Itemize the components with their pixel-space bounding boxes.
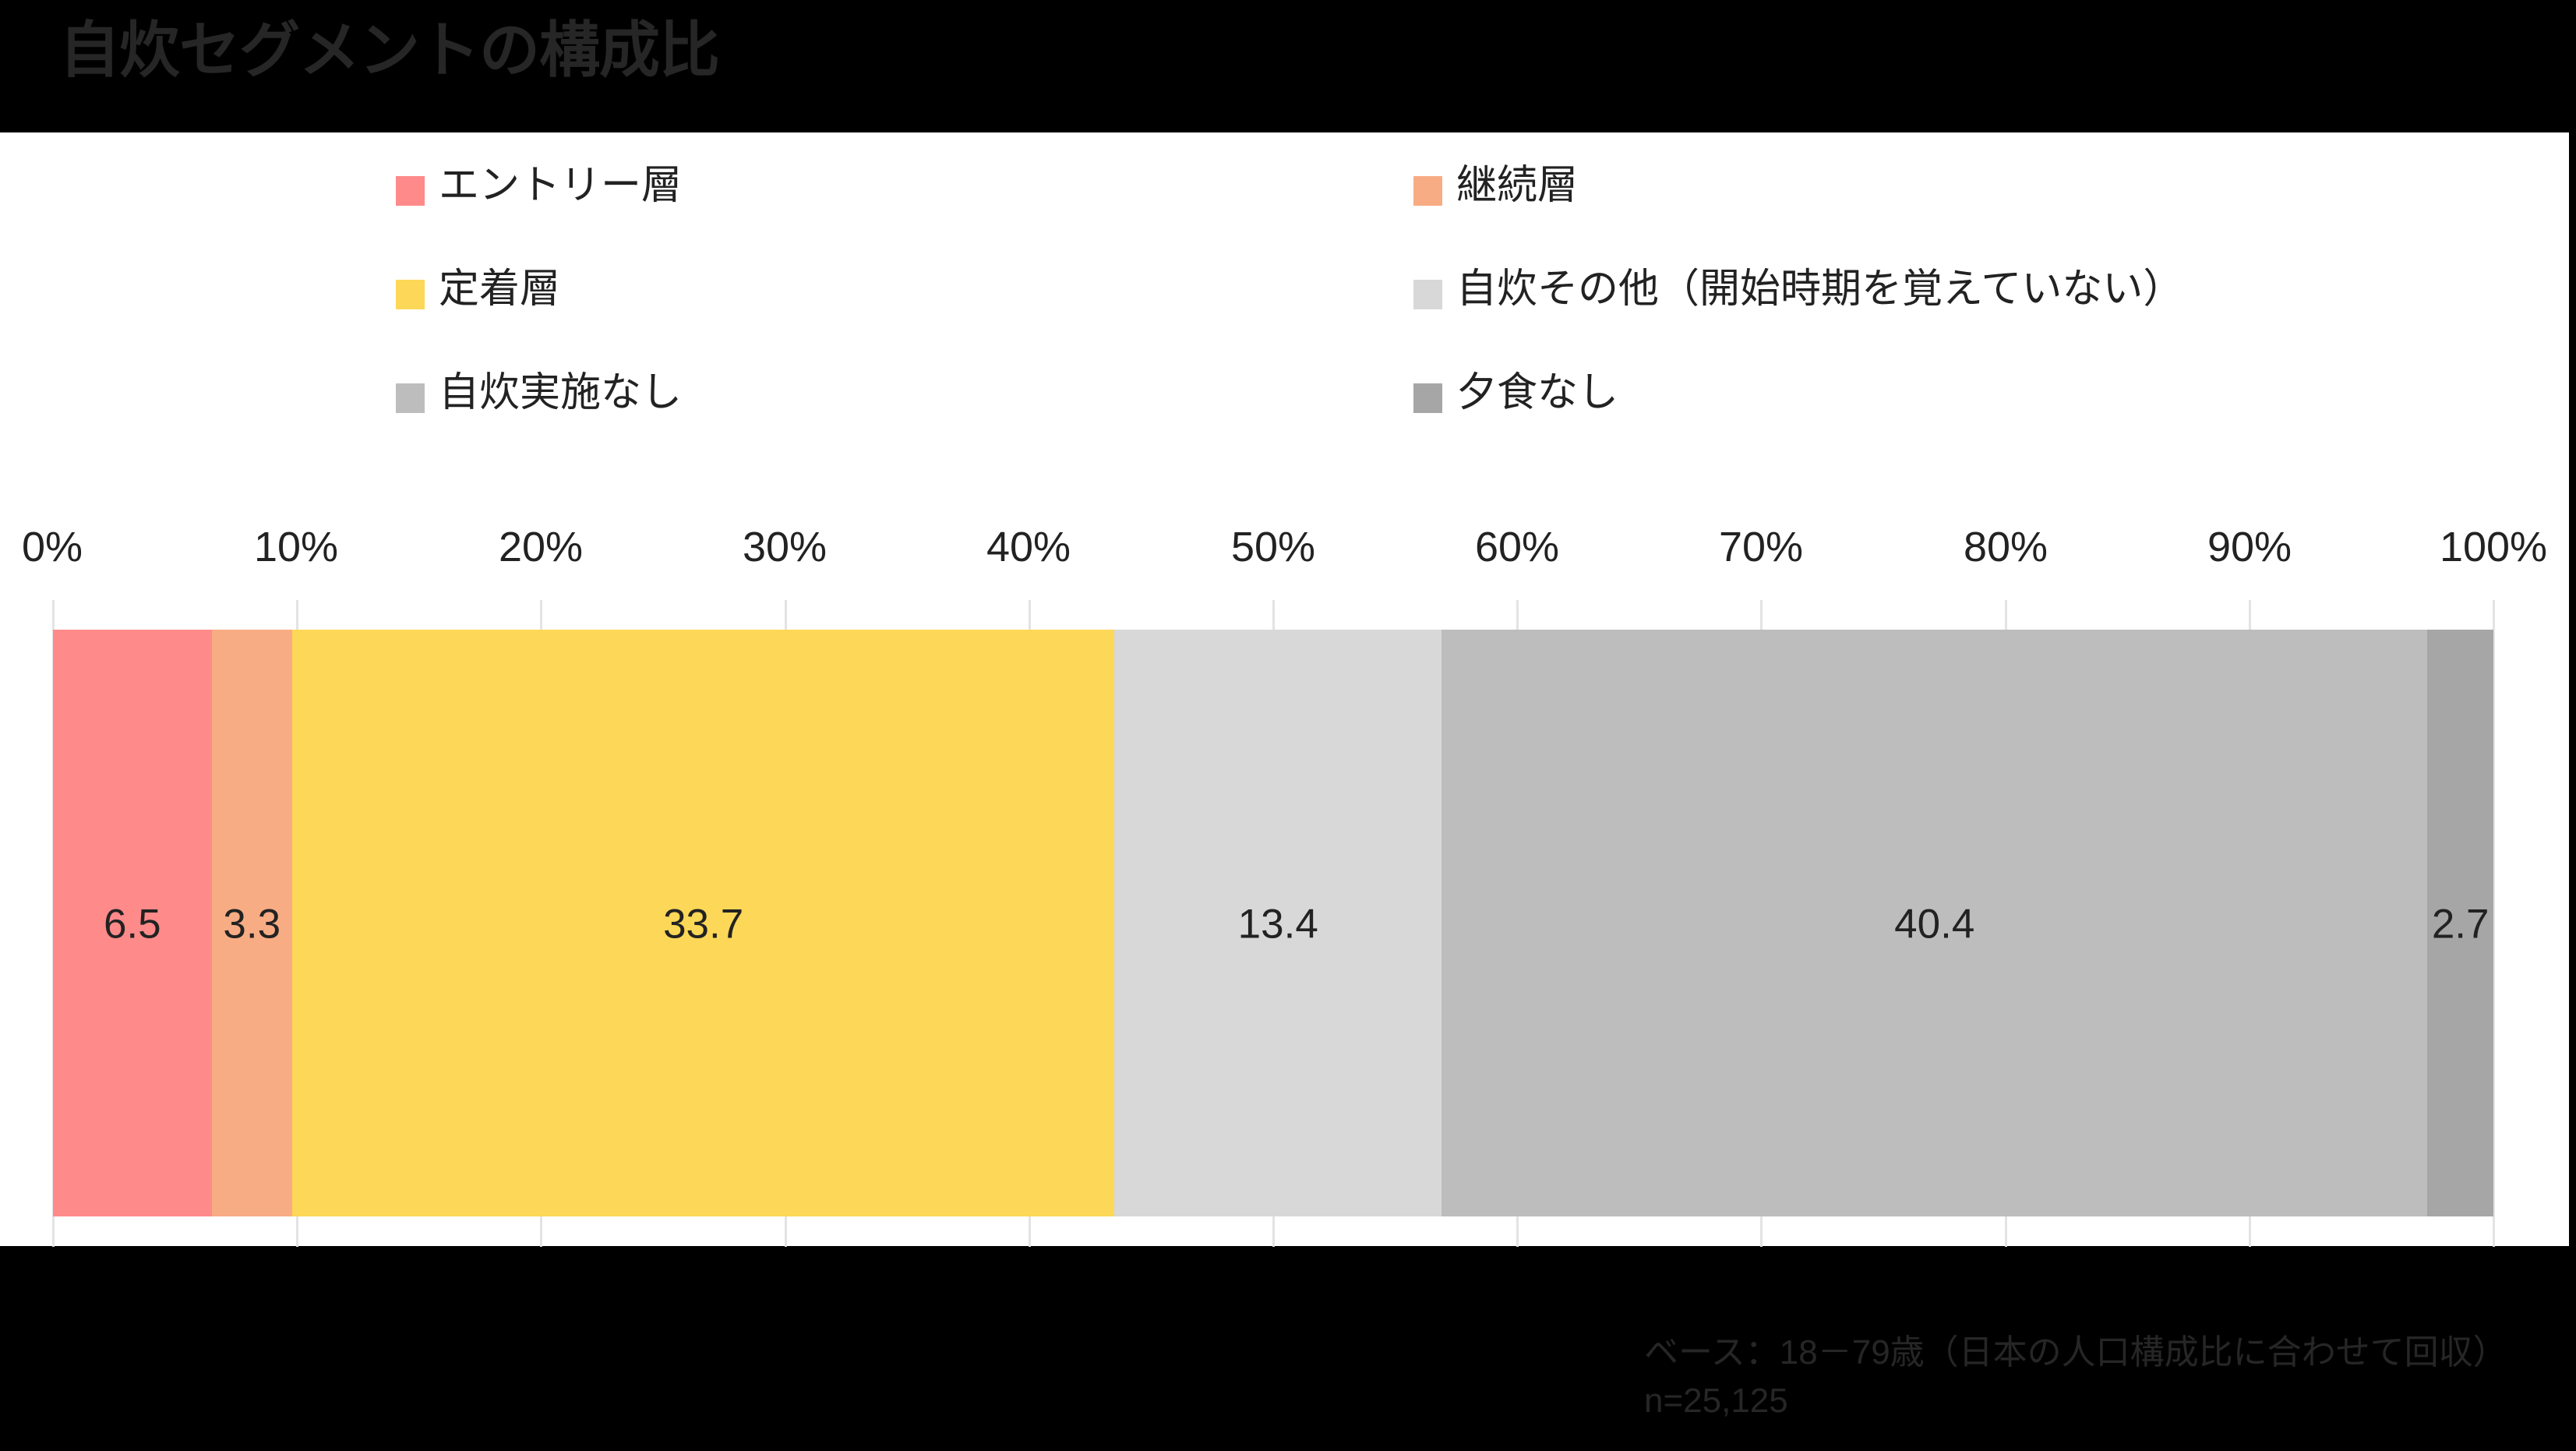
legend-label: 自炊その他（開始時期を覚えていない） <box>1456 267 2184 312</box>
legend-swatch-icon <box>396 280 425 309</box>
legend-item-other-cooking: 自炊その他（開始時期を覚えていない） <box>1413 266 2183 312</box>
legend-label: 自炊実施なし <box>439 370 683 415</box>
legend-item-entry: エントリー層 <box>396 162 682 209</box>
legend-swatch-icon <box>1413 280 1442 309</box>
bar-segment-established: 33.7 <box>291 630 1115 1216</box>
legend-label: 継続層 <box>1456 163 1579 208</box>
x-tick-label: 100% <box>2439 524 2548 570</box>
bar-segment-continuing: 3.3 <box>211 630 292 1216</box>
legend-label: エントリー層 <box>439 163 683 208</box>
bar-segment-no-dinner: 2.7 <box>2427 630 2493 1216</box>
x-tick-label: 30% <box>742 524 827 570</box>
bar-segment-entry: 6.5 <box>53 630 212 1216</box>
bar-segment-other-cooking: 13.4 <box>1114 630 1442 1216</box>
legend-item-no-cooking: 自炊実施なし <box>396 369 682 416</box>
data-label: 40.4 <box>1894 901 1975 948</box>
x-tick-label: 60% <box>1474 524 1560 570</box>
x-tick-label: 20% <box>498 524 584 570</box>
footnote-base: ベース：18－79歳（日本の人口構成比に合わせて回収） <box>1644 1333 2507 1372</box>
legend-item-established: 定着層 <box>396 266 560 312</box>
data-label: 3.3 <box>223 901 281 948</box>
x-tick-label: 80% <box>1963 524 2048 570</box>
stacked-bar: 6.5 3.3 33.7 13.4 40.4 2.7 <box>53 630 2493 1216</box>
legend-swatch-icon <box>1413 383 1442 413</box>
x-tick-label: 90% <box>2207 524 2292 570</box>
data-label: 13.4 <box>1237 901 1318 948</box>
x-tick-label: 0% <box>21 524 83 570</box>
legend-item-no-dinner: 夕食なし <box>1413 369 1618 416</box>
legend-item-continuing: 継続層 <box>1413 162 1578 209</box>
legend-swatch-icon <box>396 176 425 206</box>
chart-title: 自炊セグメントの構成比 <box>59 16 720 84</box>
x-tick-label: 40% <box>986 524 1071 570</box>
x-tick-label: 10% <box>253 524 339 570</box>
data-label: 33.7 <box>663 901 744 948</box>
legend-label: 夕食なし <box>1456 370 1619 415</box>
bar-segment-no-cooking: 40.4 <box>1442 630 2428 1216</box>
footnote: ベース：18－79歳（日本の人口構成比に合わせて回収） n=25,125 <box>1644 1329 2507 1425</box>
gridline <box>2493 600 2495 1247</box>
x-tick-label: 50% <box>1230 524 1316 570</box>
legend-label: 定着層 <box>439 267 561 312</box>
legend-swatch-icon <box>396 383 425 413</box>
legend-swatch-icon <box>1413 176 1442 206</box>
x-tick-label: 70% <box>1718 524 1804 570</box>
data-label: 6.5 <box>103 901 161 948</box>
footnote-sample-size: n=25,125 <box>1644 1382 1788 1420</box>
data-label: 2.7 <box>2431 901 2490 948</box>
